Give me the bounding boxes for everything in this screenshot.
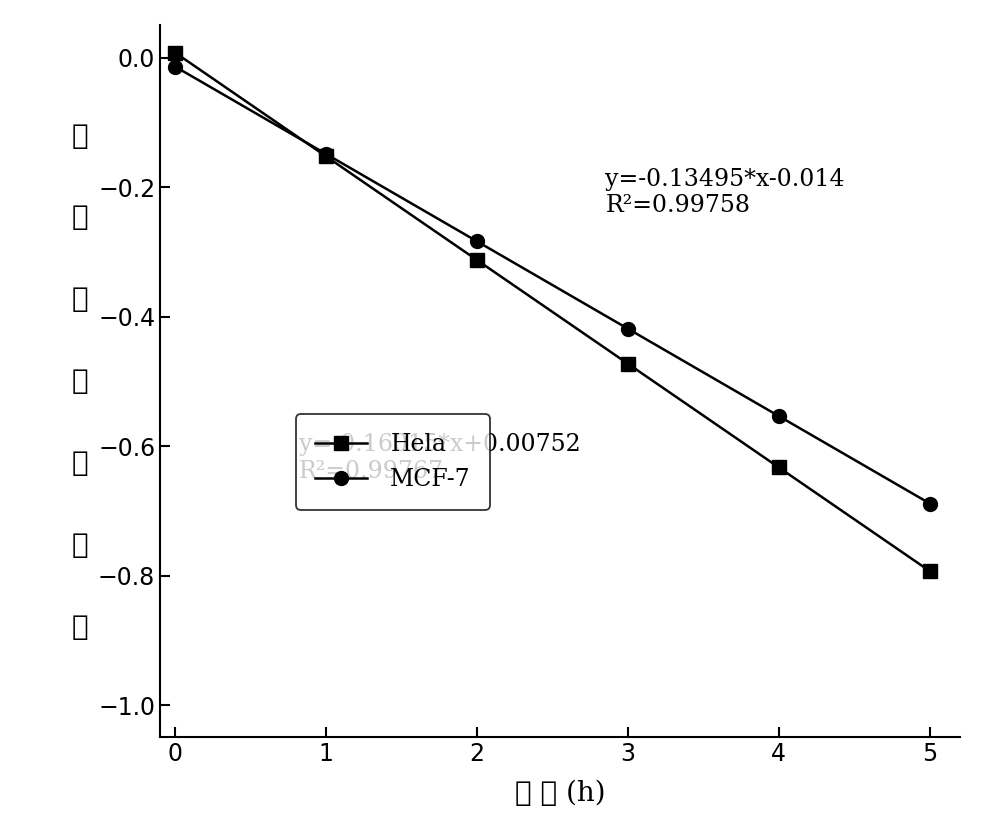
- Text: 变: 变: [72, 449, 88, 477]
- Text: 荧: 荧: [72, 122, 88, 149]
- Text: 光: 光: [72, 204, 88, 231]
- X-axis label: 时 间 (h): 时 间 (h): [515, 780, 605, 807]
- Text: y=-0.13495*x-0.014
R²=0.99758: y=-0.13495*x-0.014 R²=0.99758: [605, 168, 845, 217]
- Legend: Hela, MCF-7: Hela, MCF-7: [296, 415, 490, 510]
- Text: 率: 率: [72, 613, 88, 641]
- Text: 强: 强: [72, 286, 88, 313]
- Text: y=-0.16015*x+0.00752
R²=0.99767: y=-0.16015*x+0.00752 R²=0.99767: [299, 433, 581, 483]
- Text: 化: 化: [72, 531, 88, 559]
- Text: 度: 度: [72, 367, 88, 396]
